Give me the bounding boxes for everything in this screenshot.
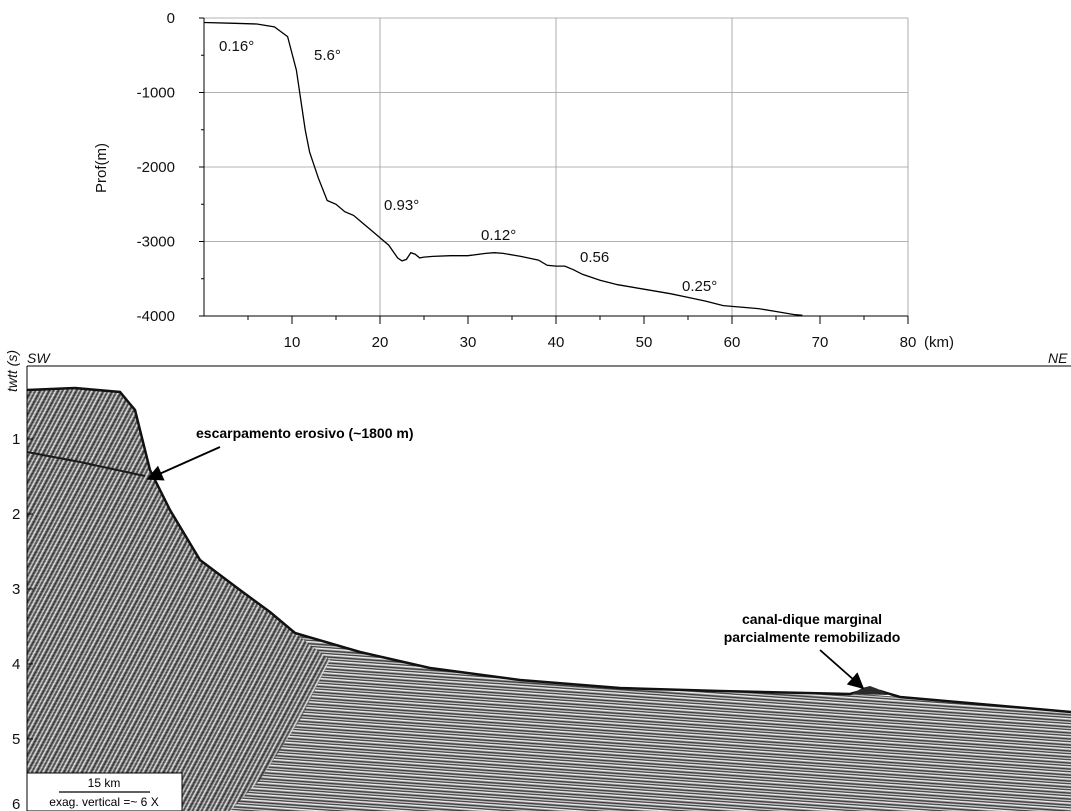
slope-label-1: 0.16° [219,38,254,55]
time-tick-label: 6 [12,796,20,811]
time-tick-label: 2 [12,506,20,523]
slope-label-3: 0.93° [384,197,419,214]
slope-label-2: 5.6° [314,47,341,64]
time-axis-title: twtt (s) [4,350,20,392]
bathymetric-profile-chart: 10 20 30 40 50 60 70 80 0 -1000 -2000 -3000 -4000 Pr… [93,10,954,351]
chart-grid [204,17,909,316]
slope-label-4: 0.12° [481,227,516,244]
depth-profile-series-line [203,21,803,316]
x-tick-label: 30 [460,334,477,351]
channel-levee-mound [852,686,888,695]
annotation-channel-line-2: parcialmente remobilizado [724,629,901,645]
y-tick-label: -4000 [137,308,175,325]
section-left-label: SW [27,350,51,366]
seismic-section: SW NE twtt (s) 1 2 3 4 5 6 escarpamento erosi… [4,350,1071,811]
y-tick-label: -3000 [137,234,175,251]
annotation-channel-line-1: canal-dique marginal [742,611,882,627]
y-tick-label: 0 [167,10,175,27]
vertical-exaggeration-label: exag. vertical =~ 6 X [49,795,158,809]
annotation-scarp-arrow [146,446,221,481]
section-right-label: NE [1048,350,1068,366]
x-tick-label: 70 [812,334,829,351]
scale-box: 15 km exag. vertical =~ 6 X [26,772,183,811]
y-axis-title: Prof(m) [93,143,110,193]
slope-label-6: 0.25° [682,278,717,295]
time-tick-label: 5 [12,731,20,748]
internal-reflector [26,451,146,477]
time-tick-label: 4 [12,656,20,673]
time-tick-label: 1 [12,431,20,448]
annotation-channel-arrow [819,649,865,690]
slope-label-5: 0.56 [580,249,609,266]
chart-ticks: 10 20 30 40 50 60 70 80 0 -1000 -2000 -3000 -4000 [137,10,917,351]
x-tick-label: 10 [284,334,301,351]
y-tick-label: -1000 [137,85,175,102]
seismic-slope-wedge [27,388,330,811]
x-tick-label: 60 [724,334,741,351]
annotation-erosional-scarp: escarpamento erosivo (~1800 m) [196,425,414,441]
time-tick-label: 3 [12,581,20,598]
x-axis-unit: (km) [924,334,954,351]
y-tick-label: -2000 [137,159,175,176]
scale-bar-label: 15 km [88,776,121,790]
x-tick-label: 80 [900,334,917,351]
x-tick-label: 40 [548,334,565,351]
time-axis-ticks: 1 2 3 4 5 6 [12,431,33,811]
x-tick-label: 20 [372,334,389,351]
x-tick-label: 50 [636,334,653,351]
